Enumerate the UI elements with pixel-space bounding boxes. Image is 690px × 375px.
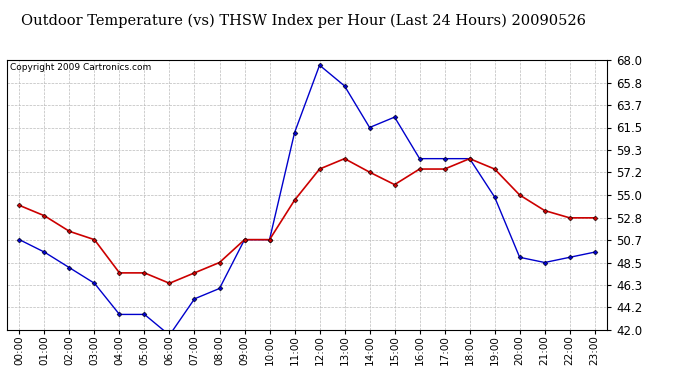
Text: Outdoor Temperature (vs) THSW Index per Hour (Last 24 Hours) 20090526: Outdoor Temperature (vs) THSW Index per … bbox=[21, 13, 586, 27]
Text: Copyright 2009 Cartronics.com: Copyright 2009 Cartronics.com bbox=[10, 63, 151, 72]
